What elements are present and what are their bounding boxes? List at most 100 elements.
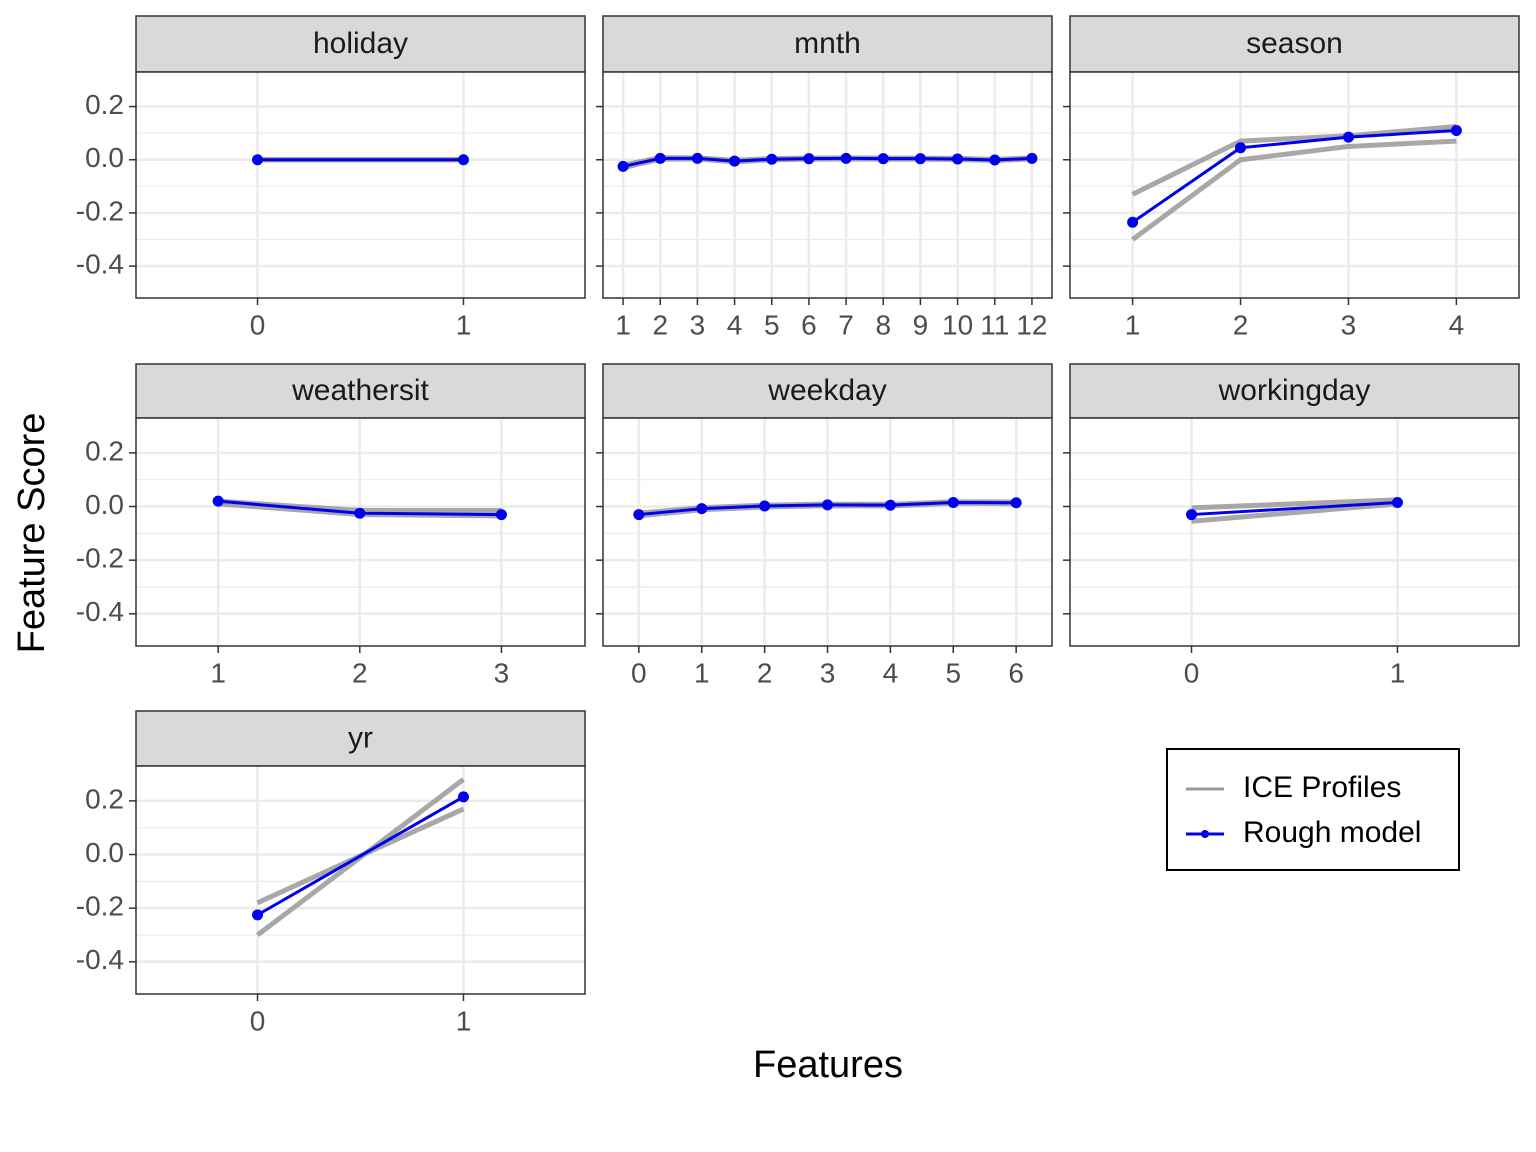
plot-area	[1070, 418, 1519, 646]
x-tick-label: 4	[1449, 309, 1465, 340]
x-tick-label: 1	[694, 657, 710, 688]
model-point	[691, 152, 703, 164]
model-point	[840, 152, 852, 164]
strip-label: yr	[348, 721, 373, 754]
model-point	[252, 154, 264, 166]
model-point	[759, 500, 771, 512]
x-tick-label: 2	[352, 657, 368, 688]
legend-label: Rough model	[1243, 816, 1421, 849]
y-tick-label: 0.2	[85, 89, 124, 120]
x-tick-label: 3	[820, 657, 836, 688]
x-tick-label: 6	[801, 309, 817, 340]
x-tick-label: 1	[1125, 309, 1141, 340]
panel-border	[135, 765, 586, 995]
model-point	[947, 496, 959, 508]
strip	[135, 363, 586, 419]
y-tick-label: -0.2	[76, 891, 124, 922]
model-point	[822, 499, 833, 511]
model-line	[256, 795, 465, 917]
model-point	[212, 495, 224, 507]
x-tick-label: 2	[652, 309, 668, 340]
legend-box	[1166, 748, 1460, 871]
model-point	[1010, 497, 1022, 509]
x-tick-label: 7	[838, 309, 854, 340]
panel-border	[135, 417, 586, 647]
model-point	[457, 791, 469, 803]
model-point	[914, 153, 926, 165]
y-tick-label: 0.0	[85, 489, 124, 520]
plot-area	[136, 766, 585, 994]
x-tick-label: 3	[690, 309, 706, 340]
model-point	[952, 153, 964, 165]
model-line	[622, 156, 1032, 168]
model-line	[1191, 500, 1398, 517]
model-point	[1127, 216, 1139, 228]
x-tick-label: 10	[942, 309, 973, 340]
model-point	[1391, 496, 1403, 508]
x-tick-label: 2	[757, 657, 773, 688]
y-tick-label: -0.4	[76, 596, 124, 627]
y-axis-title: Feature Score	[11, 413, 53, 654]
strip-label: weekday	[767, 374, 886, 407]
x-tick-label: 1	[1390, 657, 1406, 688]
y-tick-label: -0.2	[76, 543, 124, 574]
model-line	[1131, 128, 1457, 224]
strip	[135, 15, 586, 73]
x-tick-label: 1	[456, 309, 472, 340]
strip-label: holiday	[313, 27, 408, 60]
model-point	[884, 499, 896, 511]
legend-key	[1201, 830, 1209, 838]
model-point	[696, 503, 708, 515]
panel-border	[135, 71, 586, 299]
x-tick-label: 3	[1341, 309, 1357, 340]
x-tick-label: 3	[494, 657, 510, 688]
panel: workingday 0 1	[1063, 363, 1520, 688]
strip	[1069, 15, 1520, 73]
strip-label: mnth	[794, 27, 861, 60]
model-point	[1235, 142, 1247, 154]
x-tick-label: 5	[764, 309, 780, 340]
x-tick-label: 11	[980, 309, 1009, 340]
model-point	[766, 153, 778, 165]
y-tick-label: 0.0	[85, 142, 124, 173]
panel-border	[602, 417, 1053, 647]
x-tick-label: 4	[883, 657, 899, 688]
panel-border	[1069, 71, 1520, 299]
panel: yr -0.4 -0.2 0.0 0.2 0 1	[76, 710, 586, 1036]
x-tick-label: 1	[210, 657, 226, 688]
x-tick-label: 0	[1184, 657, 1200, 688]
legend: ICE Profiles Rough model	[1166, 748, 1460, 871]
plot-area	[1070, 72, 1519, 298]
x-tick-label: 1	[456, 1005, 472, 1036]
panel: holiday -0.4 -0.2 0.0 0.2 0 1	[76, 15, 586, 340]
panel: weathersit -0.4 -0.2 0.0 0.2 1 2 3	[76, 363, 586, 688]
model-point	[729, 155, 741, 167]
x-tick-label: 0	[250, 309, 266, 340]
y-tick-label: -0.4	[76, 248, 124, 279]
legend-label: ICE Profiles	[1243, 771, 1401, 804]
x-tick-label: 0	[250, 1005, 266, 1036]
x-tick-label: 8	[875, 309, 891, 340]
x-tick-label: 1	[615, 309, 631, 340]
x-tick-label: 12	[1016, 309, 1047, 340]
y-tick-label: -0.2	[76, 195, 124, 226]
panel: season 1 2 3 4	[1063, 15, 1520, 340]
x-tick-label: 2	[1233, 309, 1249, 340]
ice-line	[1191, 501, 1398, 524]
model-point	[1026, 152, 1038, 164]
model-point	[495, 509, 507, 521]
x-tick-label: 0	[631, 657, 647, 688]
x-tick-label: 5	[945, 657, 961, 688]
model-point	[617, 160, 629, 172]
y-tick-label: -0.4	[76, 944, 124, 975]
x-tick-label: 9	[913, 309, 929, 340]
strip	[602, 15, 1053, 73]
ice-line	[1131, 138, 1457, 242]
strip-label: weathersit	[291, 374, 429, 407]
y-tick-label: 0.2	[85, 435, 124, 466]
model-point	[803, 153, 815, 165]
y-tick-label: 0.0	[85, 837, 124, 868]
x-tick-label: 6	[1008, 657, 1024, 688]
model-point	[1186, 509, 1198, 521]
